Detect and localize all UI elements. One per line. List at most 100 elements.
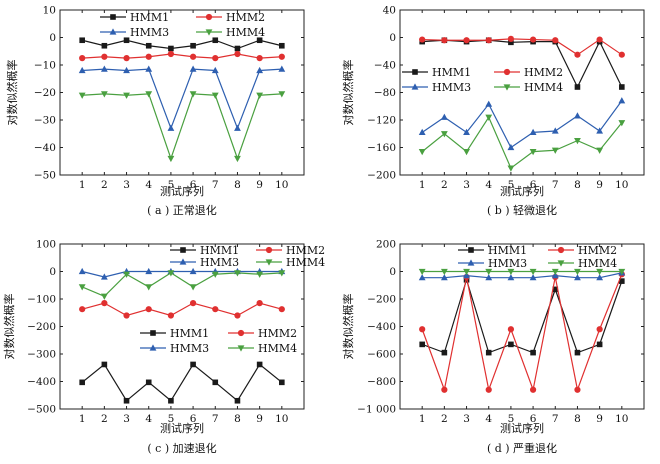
chart-panel-1: −50 −40 −30 −20 −10 0 10 1 2 3 4 5 6 7 8 9 10 测试序列 对数似然概率 (… (5, 5, 305, 217)
data-point-hmm3 (189, 65, 197, 72)
data-point-hmm4 (463, 268, 470, 276)
y-tick-label: −40 (34, 142, 56, 154)
data-point-hmm2 (167, 312, 175, 319)
y-tick-label: −30 (34, 115, 56, 127)
data-point-hmm3 (234, 124, 241, 131)
x-tick-label: 3 (463, 413, 470, 425)
data-point-hmm1 (101, 361, 108, 368)
data-point-hmm1 (530, 349, 536, 356)
legend-label: HMM3 (170, 342, 209, 355)
data-point-hmm3 (211, 66, 219, 74)
series-line-hmm3 (422, 272, 622, 279)
data-point-hmm1 (212, 379, 219, 386)
y-tick-label: −80 (374, 87, 396, 99)
data-point-hmm1 (145, 42, 152, 49)
y-tick-label: −50 (34, 170, 56, 182)
x-axis-label: 测试序列 (160, 184, 204, 198)
x-tick-label: 7 (552, 413, 559, 425)
series-line-hmm2 (422, 38, 623, 56)
series-line-hmm3 (421, 100, 623, 149)
x-axis-label: 测试序列 (500, 184, 544, 198)
y-tick-label: −1 000 (357, 404, 396, 416)
data-point-hmm3 (507, 274, 515, 281)
data-point-hmm2 (145, 306, 152, 313)
legend-label: HMM1 (488, 244, 527, 257)
legend-marker (557, 260, 565, 267)
data-point-hmm4 (145, 284, 153, 291)
data-point-hmm4 (189, 284, 197, 291)
legend-label: HMM3 (200, 256, 239, 269)
legend-marker (205, 13, 213, 21)
series-line-hmm4 (82, 93, 282, 161)
data-point-hmm1 (552, 286, 559, 293)
x-tick-label: 6 (190, 413, 197, 425)
data-point-hmm3 (256, 66, 264, 74)
legend-entry-hmm2: HMM2 (196, 11, 265, 24)
x-tick-label: 4 (145, 179, 152, 191)
data-point-hmm4 (78, 92, 86, 99)
data-point-hmm2 (419, 36, 426, 43)
legend-marker (503, 84, 511, 91)
x-tick-label: 2 (101, 413, 108, 425)
plot-frame (59, 9, 305, 176)
data-point-hmm1 (79, 37, 85, 44)
y-axis-label: 对数似然概率 (341, 294, 355, 360)
data-point-hmm4 (574, 138, 581, 145)
data-point-hmm3 (529, 128, 537, 135)
data-point-hmm1 (596, 341, 603, 348)
data-point-hmm3 (100, 273, 108, 280)
legend-label: HMM1 (432, 66, 471, 79)
y-tick-label: −600 (367, 349, 396, 361)
data-point-hmm2 (79, 55, 86, 62)
data-point-hmm3 (78, 66, 86, 74)
y-tick-label: −300 (27, 349, 56, 361)
data-point-hmm1 (508, 341, 514, 348)
data-point-hmm4 (485, 268, 493, 276)
data-point-hmm3 (278, 65, 286, 72)
legend-entry-hmm2: HMM2 (256, 244, 325, 257)
data-point-hmm1 (419, 341, 425, 348)
data-point-hmm3 (189, 267, 197, 275)
data-point-hmm2 (123, 55, 130, 62)
legend-marker (265, 259, 273, 266)
y-tick-label: 10 (43, 5, 56, 17)
data-point-hmm2 (507, 35, 515, 42)
data-point-hmm1 (168, 397, 174, 404)
x-tick-label: 9 (596, 179, 603, 191)
legend-label: HMM2 (524, 66, 563, 79)
legend-entry-hmm1: HMM1 (458, 244, 527, 257)
data-point-hmm4 (256, 92, 264, 99)
data-point-hmm2 (278, 53, 285, 60)
data-point-hmm1 (574, 349, 581, 356)
data-point-hmm2 (552, 37, 559, 44)
legend-marker (411, 83, 419, 90)
data-point-hmm1 (190, 42, 196, 49)
data-point-hmm1 (619, 84, 625, 90)
data-point-hmm1 (101, 42, 108, 49)
legend-entry-hmm3: HMM3 (458, 257, 527, 270)
y-tick-label: −400 (367, 321, 396, 333)
y-tick-label: −100 (27, 294, 56, 306)
series-line-hmm2 (421, 274, 623, 392)
series-line-hmm1 (421, 277, 623, 354)
data-point-hmm3 (485, 100, 493, 107)
x-axis-label: 测试序列 (500, 421, 544, 435)
legend-entry-hmm3: HMM3 (100, 26, 169, 39)
chart-panel-2: −200 −160 −120 −80 −40 0 40 1 2 3 4 5 6 7 8 9 10 测试序列 对数似然… (341, 5, 645, 217)
x-tick-label: 3 (463, 179, 470, 191)
data-point-hmm1 (279, 379, 285, 386)
legend-label: HMM3 (488, 257, 527, 270)
data-point-hmm1 (145, 379, 152, 386)
x-tick-label: 10 (615, 413, 628, 425)
data-point-hmm3 (123, 66, 130, 74)
series-line-hmm2 (82, 302, 282, 317)
data-point-hmm1 (212, 37, 219, 44)
data-point-hmm4 (507, 268, 515, 276)
legend-label: HMM3 (432, 81, 471, 94)
data-point-hmm2 (463, 37, 470, 44)
data-point-hmm4 (100, 91, 108, 98)
data-point-hmm2 (212, 55, 219, 62)
legend-marker (467, 259, 475, 266)
x-tick-label: 6 (530, 179, 537, 191)
legend-label: HMM2 (226, 11, 265, 24)
